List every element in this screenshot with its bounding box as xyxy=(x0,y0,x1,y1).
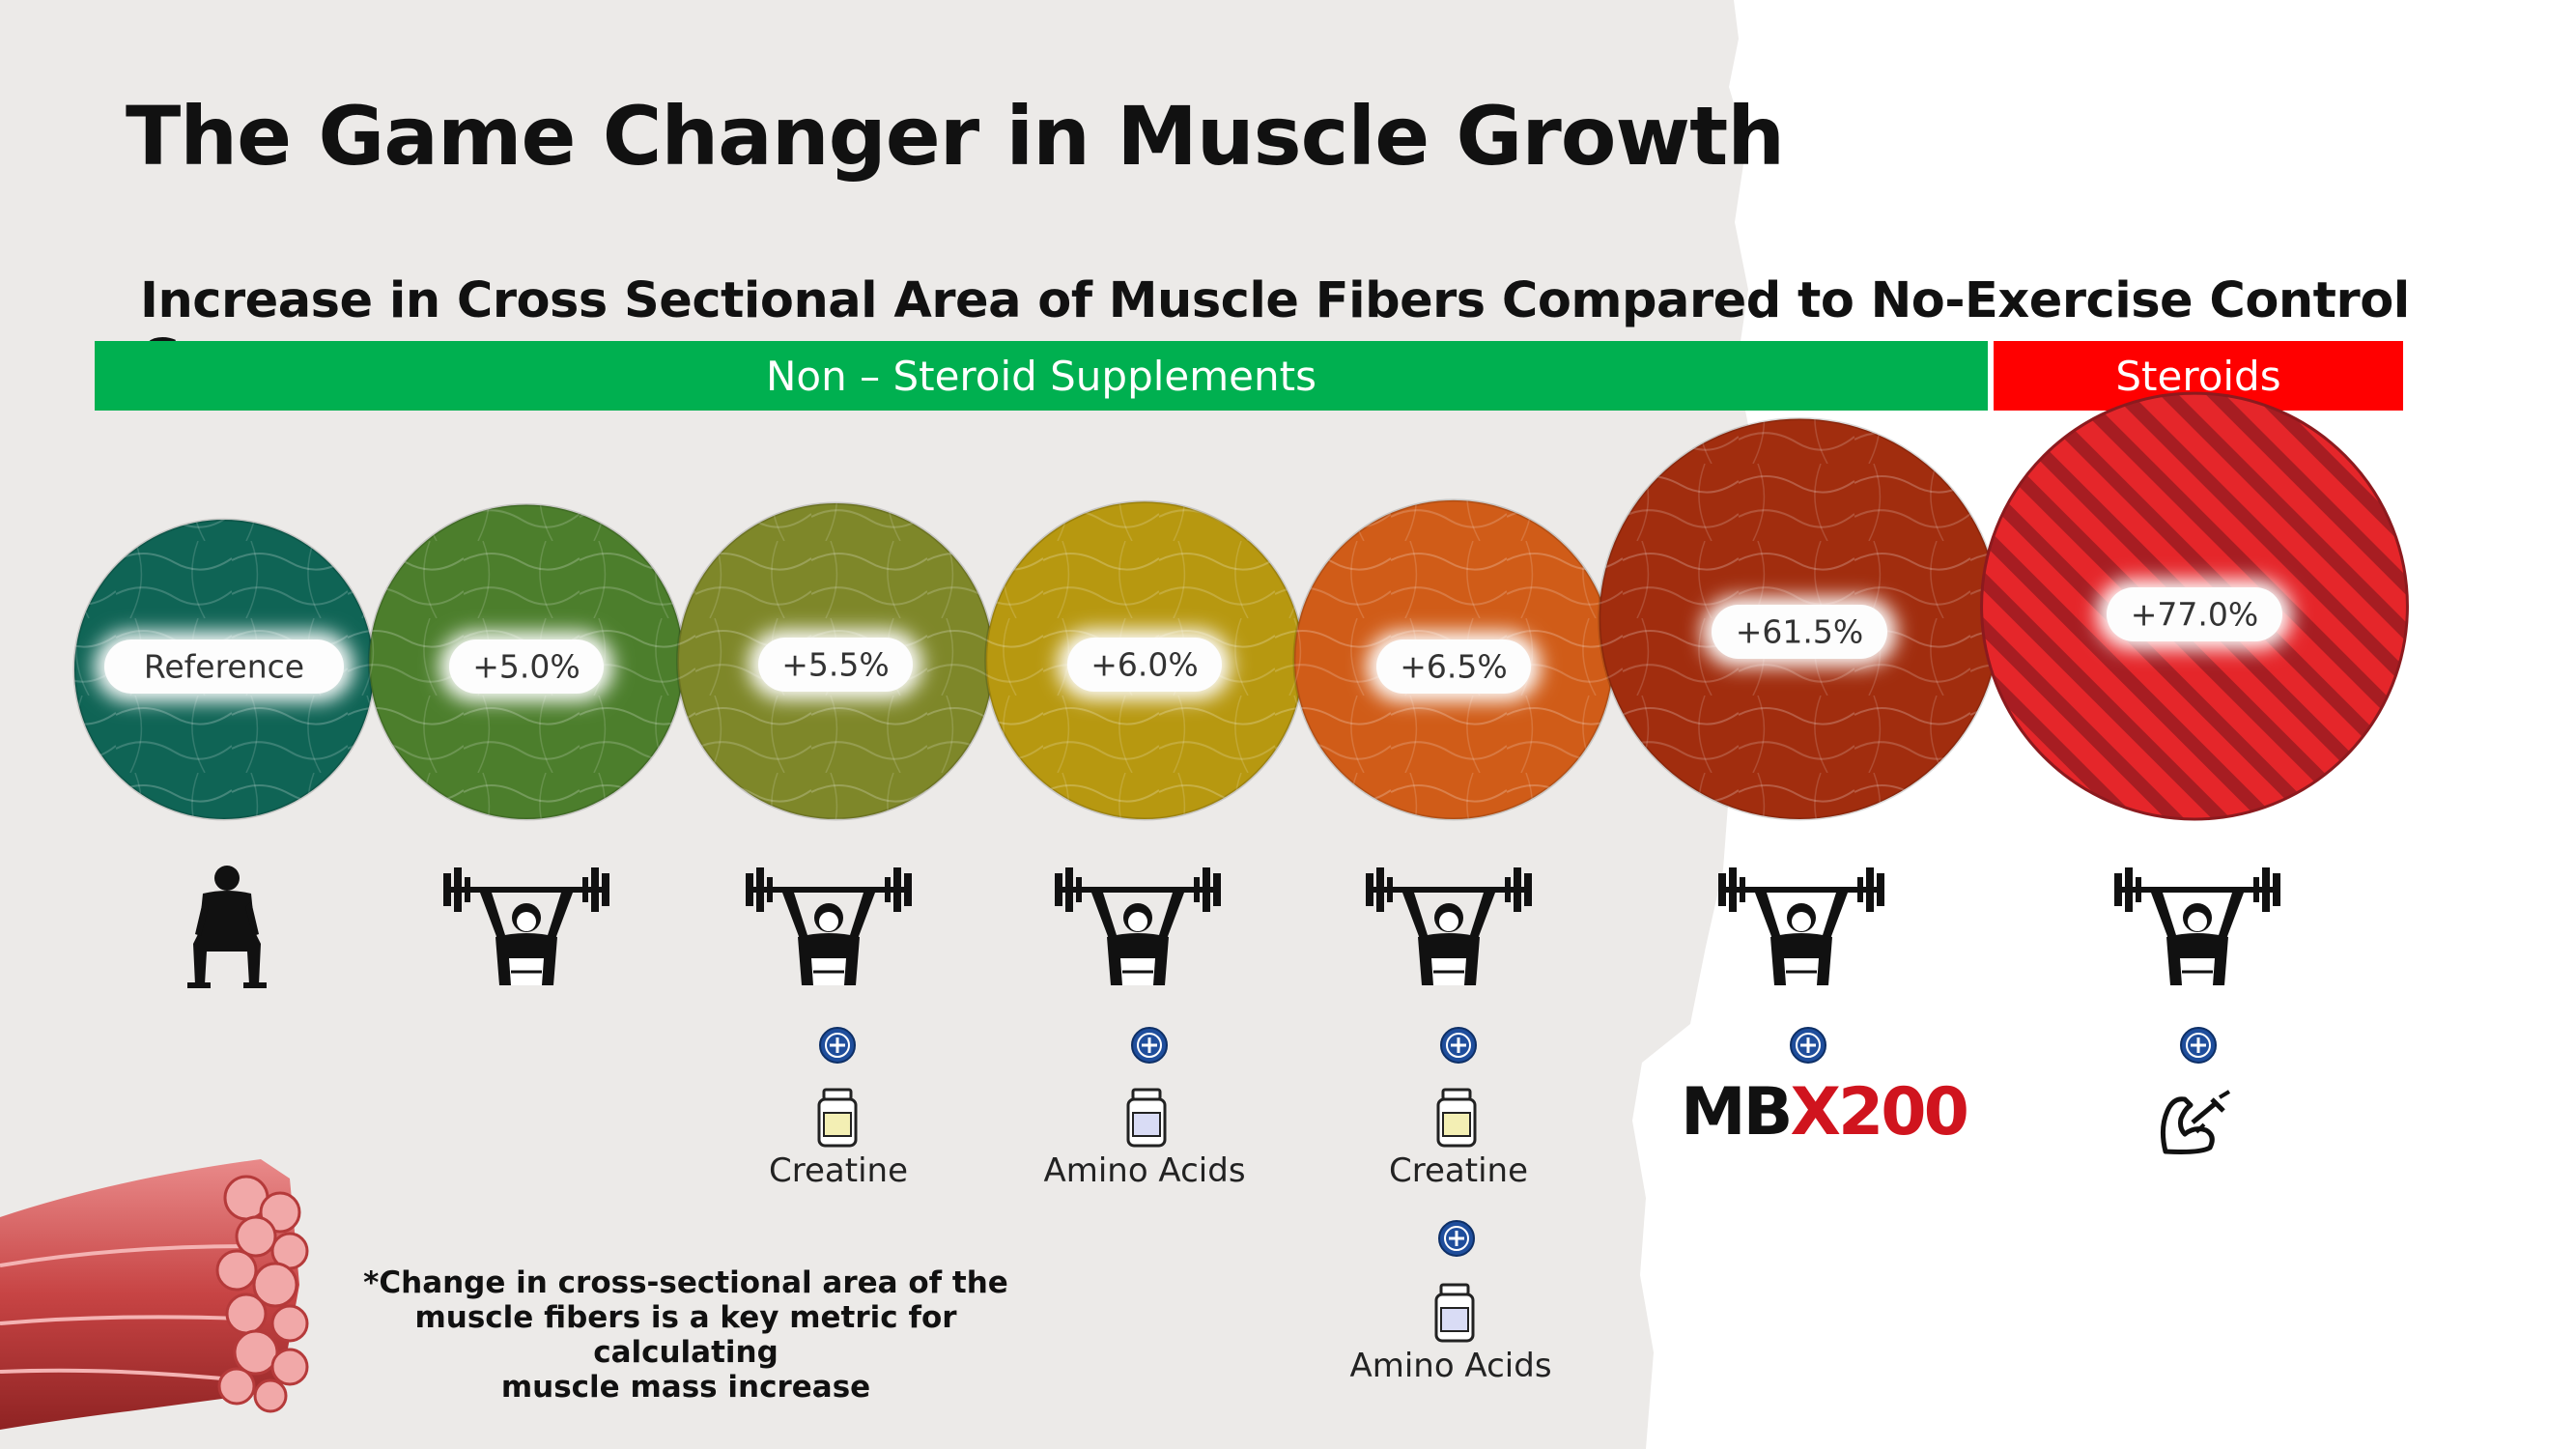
data-label: +5.0% xyxy=(472,648,580,686)
label-pill xyxy=(1376,639,1531,694)
mbx-logo-mb: MB xyxy=(1681,1074,1793,1151)
plus-circle-icon xyxy=(1438,1220,1475,1257)
bubble-5: +61.5% xyxy=(1598,416,2001,821)
weightlifter-icon xyxy=(1718,867,1884,985)
flexed-arm-syringe-icon xyxy=(2160,1090,2231,1154)
data-label: +5.5% xyxy=(781,646,890,684)
muscle-fiber-bundle-icon xyxy=(0,1159,309,1430)
plus-circle-icon xyxy=(1790,1027,1826,1064)
data-label: +77.0% xyxy=(2131,596,2258,634)
supplement-jar-icon xyxy=(1434,1283,1475,1343)
label-pill xyxy=(2107,587,2282,641)
weightlifter-icon xyxy=(746,867,912,985)
label-pill xyxy=(1067,638,1222,692)
footnote: *Change in cross-sectional area of the m… xyxy=(357,1265,1014,1405)
plus-circle-icon xyxy=(2180,1027,2217,1064)
plus-circle-icon xyxy=(819,1027,856,1064)
supplement-jar-icon xyxy=(1436,1088,1477,1148)
footnote-line: muscle fibers is a key metric for calcul… xyxy=(414,1300,957,1370)
footnote-line: muscle mass increase xyxy=(500,1370,871,1405)
bubble-4: +6.5% xyxy=(1292,498,1615,821)
bubble-0: Reference xyxy=(72,518,376,821)
label-pill xyxy=(104,639,344,694)
mbx-logo-x: X xyxy=(1790,1074,1841,1151)
bubble-2: +5.5% xyxy=(675,501,996,821)
plus-circle-icon xyxy=(1131,1027,1168,1064)
non-steroid-band: Non – Steroid Supplements xyxy=(95,341,1988,411)
mbx200-logo: MBX200 xyxy=(1681,1074,1969,1151)
steroids-band: Steroids xyxy=(1994,341,2403,411)
label-pill xyxy=(758,638,913,692)
weightlifter-icon xyxy=(2114,867,2280,985)
creatine-label: Creatine xyxy=(1389,1151,1528,1190)
data-label: Reference xyxy=(144,648,304,686)
data-label: +61.5% xyxy=(1736,613,1863,651)
creatine-label: Creatine xyxy=(769,1151,908,1190)
data-label: +6.5% xyxy=(1400,648,1508,686)
mbx-logo-num: 200 xyxy=(1837,1074,1969,1151)
label-pill xyxy=(449,639,604,694)
footnote-line: *Change in cross-sectional area of the xyxy=(363,1265,1008,1300)
bubble-3: +6.0% xyxy=(984,499,1305,821)
plus-circle-icon xyxy=(1440,1027,1477,1064)
bubble-6: +77.0% xyxy=(1980,391,2409,821)
amino-acids-label: Amino Acids xyxy=(1043,1151,1246,1190)
weightlifter-icon xyxy=(1055,867,1221,985)
amino-acids-label: Amino Acids xyxy=(1349,1347,1552,1385)
label-pill xyxy=(1712,605,1887,659)
supplement-jar-icon xyxy=(1126,1088,1167,1148)
page-title: The Game Changer in Muscle Growth xyxy=(126,89,1785,184)
bubble-1: +5.0% xyxy=(367,503,686,821)
data-label: +6.0% xyxy=(1090,646,1199,684)
weightlifter-icon xyxy=(1366,867,1532,985)
supplement-jar-icon xyxy=(817,1088,858,1148)
seated-person-icon xyxy=(187,866,267,988)
weightlifter-icon xyxy=(443,867,609,985)
